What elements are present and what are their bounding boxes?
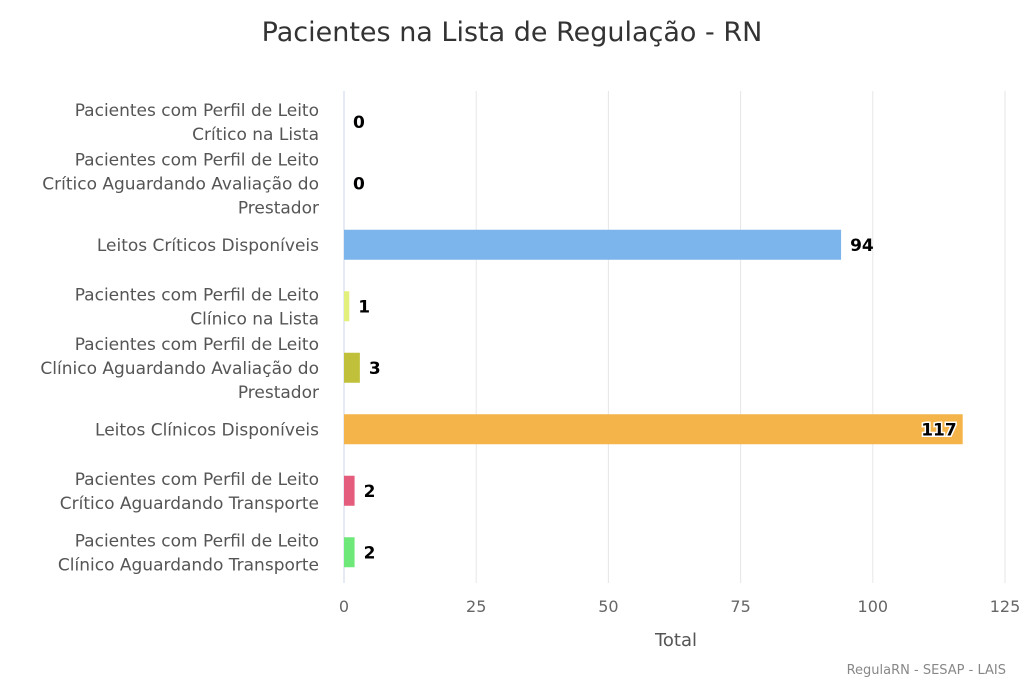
category-label-line: Prestador — [238, 198, 319, 218]
category-label-line: Clínico na Lista — [190, 309, 319, 329]
x-tick-label: 125 — [990, 597, 1021, 616]
chart-title: Pacientes na Lista de Regulação - RN — [262, 17, 763, 48]
data-labels: 0 0 94 1 3 117 2 2 — [353, 113, 958, 564]
x-tick-label: 50 — [598, 597, 618, 616]
category-label-line: Clínico Aguardando Transporte — [58, 555, 319, 575]
x-tick-label: 75 — [730, 597, 750, 616]
category-label-line: Pacientes com Perfil de Leito — [75, 101, 319, 121]
x-tick-label: 100 — [858, 597, 889, 616]
bar[interactable] — [344, 414, 963, 445]
category-label: Pacientes com Perfil de Leito Clínico na … — [75, 285, 319, 329]
category-label: Leitos Críticos Disponíveis — [97, 236, 319, 256]
credits[interactable]: RegulaRN - SESAP - LAIS — [847, 663, 1006, 678]
grid — [343, 91, 1006, 583]
category-label-line: Pacientes com Perfil de Leito — [75, 531, 319, 551]
category-label-line: Crítico Aguardando Avaliação do — [42, 174, 319, 194]
category-label-line: Crítico Aguardando Transporte — [60, 494, 319, 514]
bar[interactable] — [344, 475, 355, 506]
category-label: Pacientes com Perfil de Leito Crítico Agu… — [42, 150, 319, 218]
data-label: 3 — [369, 359, 381, 379]
data-label: 2 — [364, 543, 376, 563]
category-label: Pacientes com Perfil de Leito Clínico Agu… — [40, 335, 319, 403]
x-tick-label: 0 — [339, 597, 349, 616]
data-label: 2 — [364, 482, 376, 502]
category-label: Leitos Clínicos Disponíveis — [95, 420, 319, 440]
category-label-line: Crítico na Lista — [192, 125, 319, 145]
category-label-line: Pacientes com Perfil de Leito — [75, 285, 319, 305]
category-label-line: Pacientes com Perfil de Leito — [75, 335, 319, 355]
bar[interactable] — [344, 352, 360, 383]
data-label: 94 — [850, 236, 874, 256]
x-axis-title: Total — [654, 630, 697, 651]
x-axis-ticks: 0 25 50 75 100 125 — [339, 597, 1020, 616]
category-label-line: Pacientes com Perfil de Leito — [75, 470, 319, 490]
category-label-line: Leitos Clínicos Disponíveis — [95, 420, 319, 440]
category-label-line: Leitos Críticos Disponíveis — [97, 236, 319, 256]
x-tick-label: 25 — [466, 597, 486, 616]
category-label: Pacientes com Perfil de Leito Crítico na … — [75, 101, 319, 145]
data-label: 0 — [353, 113, 365, 133]
category-label: Pacientes com Perfil de Leito Clínico Agu… — [58, 531, 319, 575]
bar[interactable] — [344, 537, 355, 568]
category-label-line: Prestador — [238, 383, 319, 403]
category-labels: Pacientes com Perfil de Leito Crítico na … — [40, 101, 319, 576]
category-label-line: Clínico Aguardando Avaliação do — [40, 359, 319, 379]
bars — [344, 229, 963, 568]
category-label-line: Pacientes com Perfil de Leito — [75, 150, 319, 170]
data-label: 1 — [358, 297, 370, 317]
bar[interactable] — [344, 229, 842, 260]
data-label: 117 — [921, 420, 957, 440]
category-label: Pacientes com Perfil de Leito Crítico Agu… — [60, 470, 319, 514]
bar[interactable] — [344, 291, 350, 322]
data-label: 0 — [353, 174, 365, 194]
